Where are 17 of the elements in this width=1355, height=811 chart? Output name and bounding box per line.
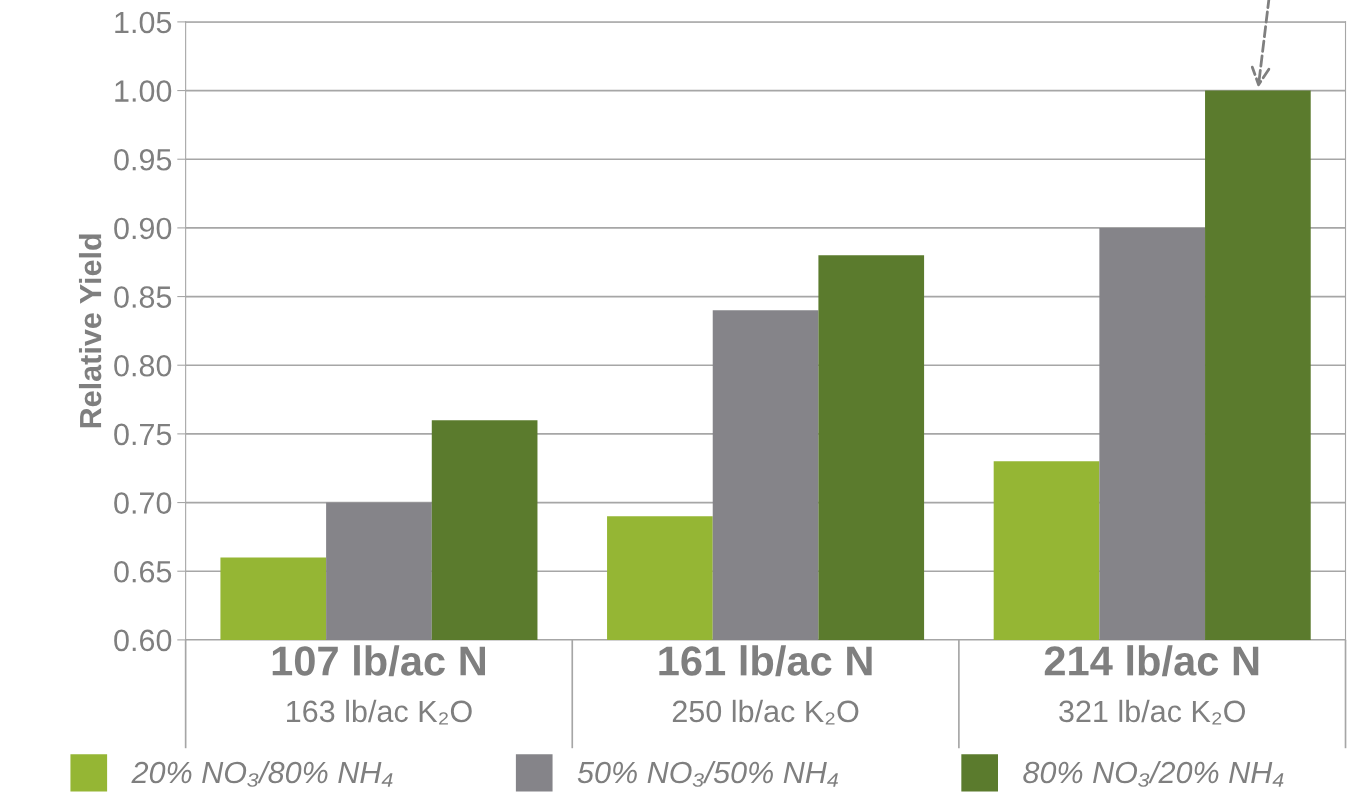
y-axis-title: Relative Yield <box>78 234 102 428</box>
y-tick-label: 0.80 <box>114 354 172 377</box>
y-tick-label: 1.05 <box>115 11 172 34</box>
y-tick-label: 0.75 <box>114 423 172 446</box>
x-tick-label: 161 lb/ac N 250 lb/ac K₂O <box>659 645 872 725</box>
legend-label: 80% NO₃/20% NH₄ <box>1023 760 1284 787</box>
y-tick-label: 0.90 <box>114 217 172 240</box>
x-tick-label: 214 lb/ac N 321 lb/ac K₂O <box>1044 645 1259 725</box>
legend-label: 50% NO₃/50% NH₄ <box>577 760 838 787</box>
legend-label: 20% NO₃/80% NH₄ <box>131 760 393 787</box>
y-tick-label: 1.00 <box>115 80 172 102</box>
y-tick-label: 0.60 <box>114 629 172 652</box>
y-tick-label: 0.85 <box>114 286 172 308</box>
y-tick-label: 0.70 <box>114 492 172 514</box>
y-tick-label: 0.65 <box>114 560 172 583</box>
y-tick-label: 0.95 <box>114 148 172 171</box>
x-tick-label: 107 lb/ac N 163 lb/ac K₂O <box>272 645 486 725</box>
